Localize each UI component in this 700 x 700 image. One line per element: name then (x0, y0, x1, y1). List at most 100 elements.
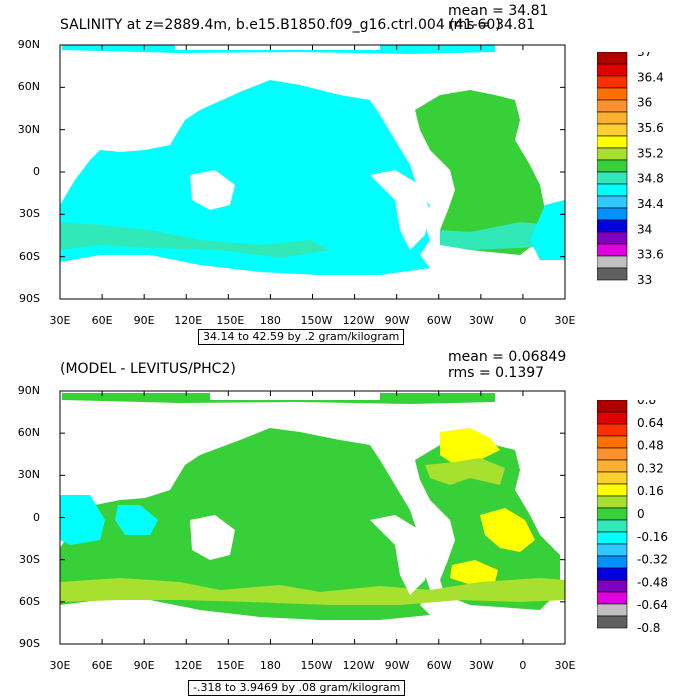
colorbar-swatch (597, 567, 628, 581)
x-tick-label: 30E (554, 659, 576, 672)
x-tick-label: 90E (133, 659, 155, 672)
colorbar-swatch (597, 507, 628, 521)
top-atlantic (415, 90, 545, 255)
x-tick-label: 150W (300, 659, 333, 672)
colorbar-swatch (597, 543, 628, 557)
colorbar-swatch (597, 531, 628, 545)
top-pacific-indian (60, 80, 430, 275)
colorbar-label: 37 (637, 52, 652, 59)
colorbar-label: 0.64 (637, 416, 664, 430)
y-tick-label: 90N (17, 38, 40, 51)
colorbar-label: 34.4 (637, 197, 664, 211)
x-tick-label: 60W (426, 659, 452, 672)
bottom-land-asia (62, 410, 195, 500)
bottom-rms: rms = 0.1397 (448, 365, 545, 381)
colorbar-label: 35.2 (637, 146, 664, 160)
colorbar-label: 0.8 (637, 400, 656, 407)
top-east-cyan (530, 200, 565, 260)
colorbar-label: 0.48 (637, 439, 664, 453)
colorbar-swatch (597, 555, 628, 569)
colorbar-label: 33.6 (637, 248, 664, 262)
x-tick-label: 60E (91, 314, 113, 327)
x-tick-label: 30W (468, 659, 494, 672)
colorbar-label: 34.8 (637, 172, 664, 186)
y-tick-label: 90S (19, 637, 40, 650)
y-tick-label: 60S (19, 594, 40, 608)
x-tick-label: 30W (468, 314, 494, 327)
y-tick-label: 30N (17, 122, 40, 136)
bottom-north-atlantic-yellow (440, 428, 500, 465)
top-colorbar: 37 36.4 36 35.6 35.2 34.8 34.4 34 33.6 33 (597, 52, 664, 287)
top-southern-band (60, 222, 330, 258)
bottom-indonesia-cyan (115, 505, 158, 535)
colorbar-swatch (597, 495, 628, 509)
top-land-asia (62, 60, 195, 150)
x-tick-label: 90W (384, 314, 410, 327)
colorbar-swatch (597, 519, 628, 533)
top-salinity-map (59, 44, 566, 300)
colorbar-label: -0.8 (637, 621, 660, 635)
colorbar-label: -0.64 (637, 598, 668, 612)
bottom-mean: mean = 0.06849 (448, 349, 567, 365)
top-rms: rms = 34.81 (448, 17, 536, 33)
top-land-southamerica (370, 170, 430, 250)
colorbar-swatch (597, 603, 628, 617)
colorbar-swatch (597, 615, 628, 629)
x-tick-label: 60E (91, 659, 113, 672)
bottom-arctic-strip (62, 393, 495, 404)
colorbar-label: -0.16 (637, 530, 668, 544)
y-tick-label: 30S (19, 207, 40, 221)
x-tick-label: 120W (342, 314, 375, 327)
colorbar-swatch (597, 447, 628, 461)
colorbar-swatch (597, 267, 628, 281)
colorbar-swatch (597, 471, 628, 485)
bottom-land-southamerica (370, 515, 430, 595)
x-tick-label: 0 (519, 659, 527, 672)
bottom-panel-title: (MODEL - LEVITUS/PHC2) (60, 361, 236, 377)
colorbar-swatch (597, 459, 628, 473)
bottom-southern-lime-band (60, 578, 565, 605)
colorbar-label: 0.32 (637, 461, 664, 475)
colorbar-swatch (597, 579, 628, 593)
x-tick-label: 90W (384, 659, 410, 672)
colorbar-swatch (597, 591, 628, 605)
colorbar-swatch (597, 435, 628, 449)
bottom-range-label: -.318 to 3.9469 by .08 gram/kilogram (188, 680, 406, 696)
bottom-land-australia (190, 515, 235, 560)
y-tick-label: 60N (17, 426, 40, 440)
y-tick-label: 30S (19, 552, 40, 566)
colorbar-swatch (597, 483, 628, 497)
colorbar-label: -0.32 (637, 553, 668, 567)
x-tick-label: 30E (49, 659, 71, 672)
bottom-colorbar: 0.8 0.64 0.48 0.32 0.16 0 -0.16 -0.32 -0.48 -0.64… (597, 400, 668, 635)
x-tick-label: 90E (133, 314, 155, 327)
y-tick-label: 90S (19, 292, 40, 305)
y-tick-label: 60S (19, 249, 40, 263)
colorbar-label: 36.4 (637, 70, 664, 84)
bottom-axis-ticks (59, 390, 566, 645)
colorbar-label: -0.48 (637, 575, 668, 589)
top-mean: mean = 34.81 (448, 3, 549, 19)
x-tick-label: 30E (49, 314, 71, 327)
y-tick-label: 30N (17, 468, 40, 482)
x-tick-label: 150E (216, 314, 245, 327)
x-tick-label: 0 (519, 314, 527, 327)
colorbar-label: 36 (637, 96, 652, 110)
bottom-ocean-field (60, 393, 565, 620)
x-tick-label: 120W (342, 659, 375, 672)
x-tick-label: 150W (300, 314, 333, 327)
colorbar-swatch (597, 423, 628, 437)
top-axis-ticks (59, 44, 566, 300)
colorbar-swatch (597, 411, 628, 425)
x-tick-label: 180 (259, 314, 281, 327)
y-tick-label: 0 (33, 510, 40, 524)
bottom-north-atlantic-lime (425, 458, 505, 485)
top-arctic-strip (62, 45, 495, 54)
x-tick-label: 150E (216, 659, 245, 672)
colorbar-label: 0.16 (637, 484, 664, 498)
colorbar-label: 0 (637, 507, 645, 521)
x-tick-label: 30E (554, 314, 576, 327)
colorbar-label: 33 (637, 273, 652, 287)
x-tick-label: 60W (426, 314, 452, 327)
